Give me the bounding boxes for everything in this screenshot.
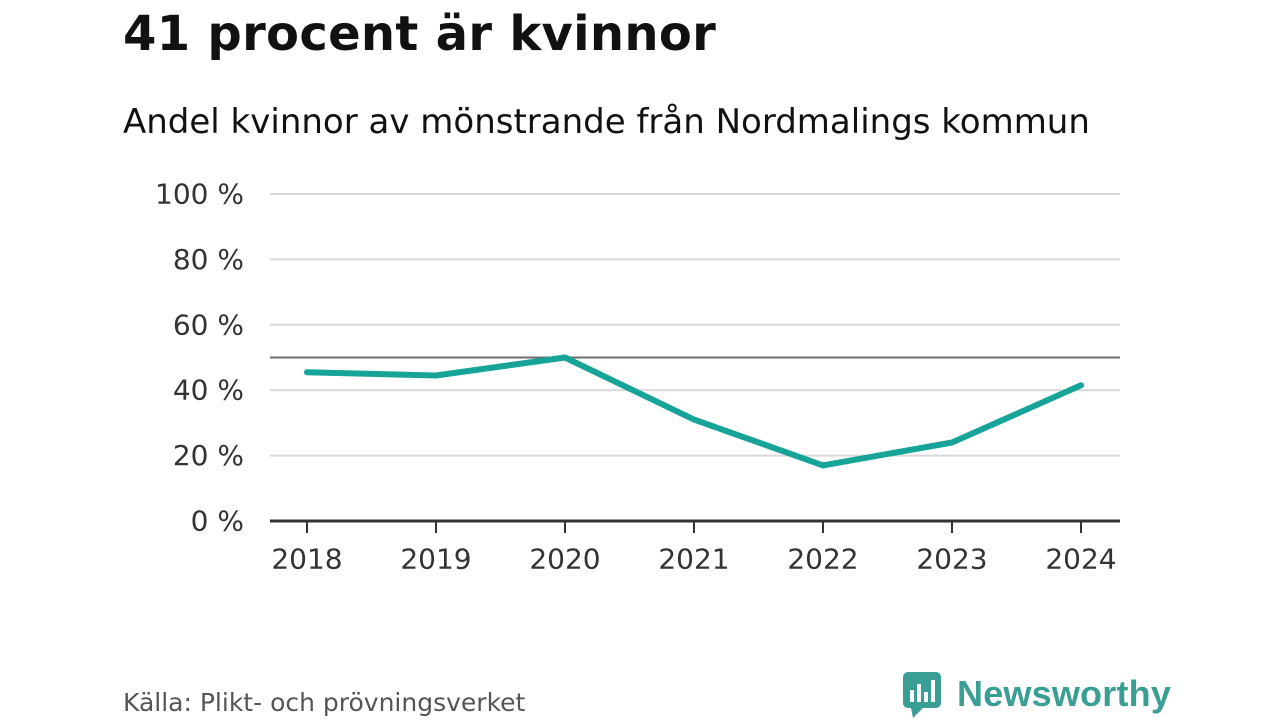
data-point-2024: [1078, 382, 1084, 389]
data-point-2019: [433, 372, 439, 379]
series-line-0: [306, 354, 1083, 469]
x-tick-label: 2022: [787, 543, 858, 576]
y-tick-label: 0 %: [191, 505, 244, 538]
chart-subtitle: Andel kvinnor av mönstrande från Nordmal…: [123, 102, 1090, 142]
data-point-2020: [562, 354, 568, 361]
gridlines: [270, 193, 1120, 457]
x-axis: [270, 519, 1120, 533]
y-tick-label: 20 %: [173, 439, 244, 472]
data-point-2023: [949, 439, 955, 446]
x-tick-label: 2021: [658, 543, 729, 576]
y-tick-label: 100 %: [155, 178, 244, 211]
chart-title: 41 procent är kvinnor: [123, 6, 717, 62]
newsworthy-logo: Newsworthy: [901, 668, 1171, 720]
x-tick-label: 2020: [529, 543, 600, 576]
y-tick-label: 80 %: [173, 243, 244, 276]
data-point-2022: [820, 462, 826, 469]
x-tick-label: 2018: [271, 543, 342, 576]
y-tick-label: 60 %: [173, 308, 244, 341]
y-axis-labels: 0 % 20 % 40 % 60 % 80 % 100 %: [155, 178, 244, 538]
newsworthy-logo-icon: [903, 672, 941, 718]
x-tick-label: 2019: [400, 543, 471, 576]
x-tick-label: 2023: [916, 543, 987, 576]
x-axis-labels: 2018 2019 2020 2021 2022 2023 2024: [271, 543, 1116, 576]
data-point-2018: [304, 369, 310, 376]
data-point-2021: [691, 416, 697, 423]
y-tick-label: 40 %: [173, 374, 244, 407]
source-note: Källa: Plikt- och prövningsverket: [123, 688, 526, 717]
newsworthy-logo-text: Newsworthy: [957, 673, 1172, 714]
x-tick-label: 2024: [1045, 543, 1116, 576]
series-group: [304, 354, 1084, 469]
